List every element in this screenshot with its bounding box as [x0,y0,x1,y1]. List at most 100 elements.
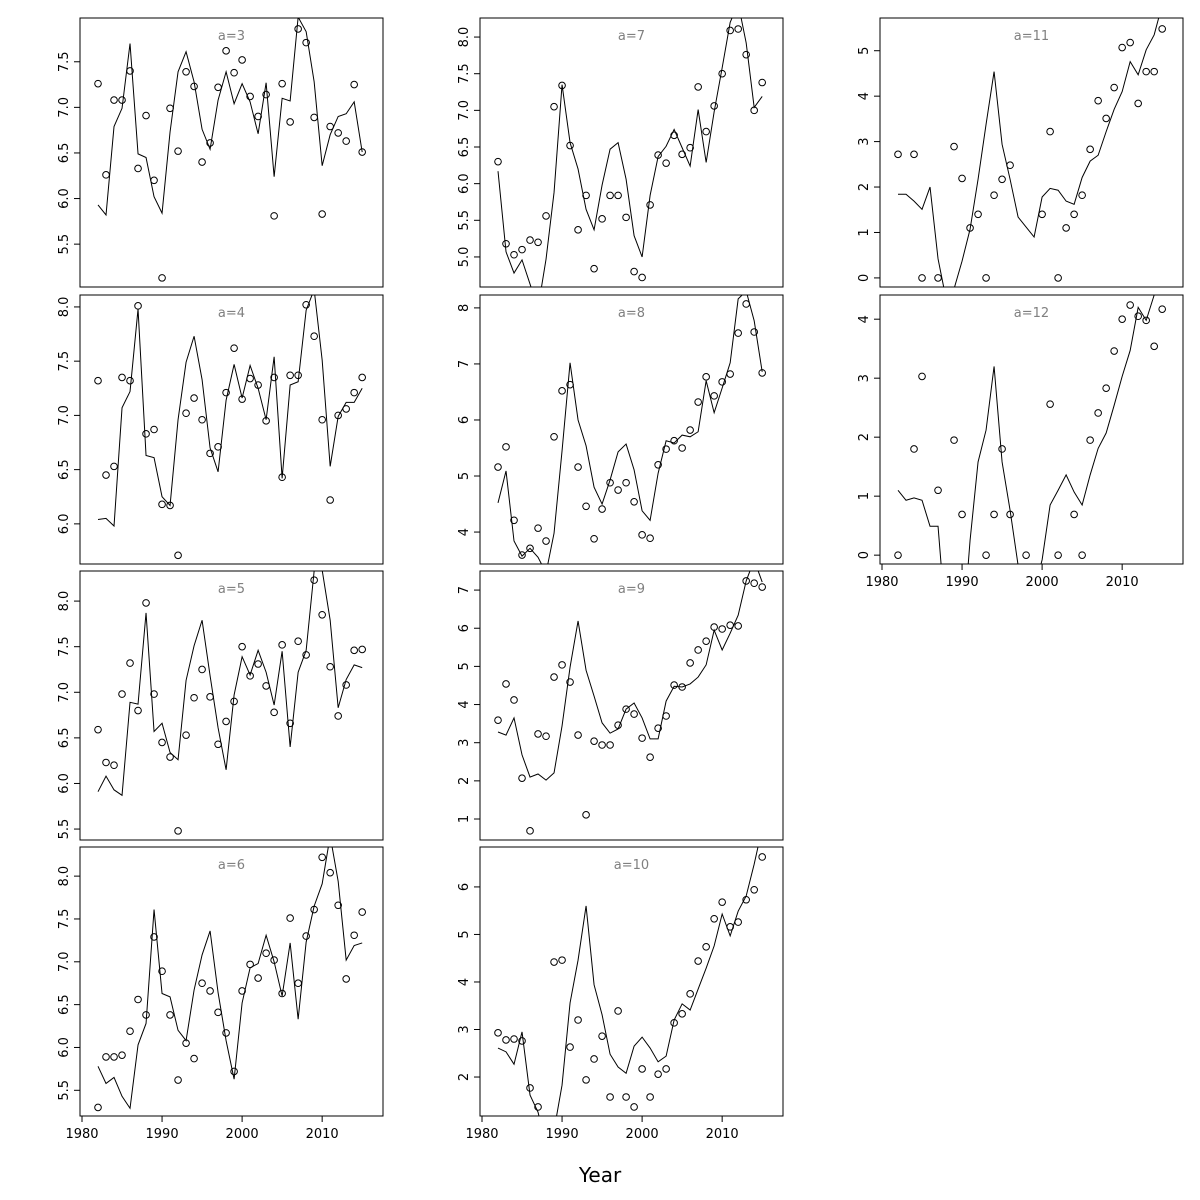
x-tick-label: 1980 [465,1127,498,1142]
data-point [558,956,566,964]
data-point [718,69,726,78]
data-point [286,719,294,728]
data-point [958,510,966,519]
data-point [166,753,174,761]
data-point [278,79,286,88]
y-tick-label: 8 [457,304,472,312]
data-point [158,500,166,509]
data-point [702,943,710,951]
data-point [614,486,622,494]
data-point [150,690,158,698]
data-point [638,273,646,282]
data-point [134,706,142,715]
data-point [1142,316,1150,325]
data-point [934,274,942,282]
data-point [630,1103,638,1111]
data-point [742,300,750,308]
data-point [286,371,294,380]
y-tick-label: 3 [457,739,472,747]
y-tick-label: 7.0 [457,100,472,121]
data-point [358,148,366,156]
data-point [1134,99,1142,108]
y-tick-label: 0 [857,551,872,559]
data-point [910,150,918,159]
data-point [550,102,558,111]
data-point [1054,551,1062,559]
data-point [294,637,302,646]
data-point [598,741,606,749]
data-point [662,1065,670,1073]
plot-area [894,295,1166,564]
x-tick-label: 1990 [146,1127,179,1142]
data-point [1102,114,1110,123]
data-point [598,1032,606,1040]
y-tick-label: 4 [857,315,872,323]
data-point [302,932,310,940]
data-point [318,415,326,424]
data-point [190,394,198,402]
y-tick-label: 2 [457,1073,472,1081]
data-point [174,147,182,155]
data-point [750,328,758,336]
y-tick-label: 6.0 [57,773,72,794]
data-point [198,415,206,424]
data-line [897,295,1155,564]
data-point [518,774,526,782]
data-point [598,215,606,223]
data-point [110,761,118,770]
data-point [230,68,238,77]
data-point [302,300,310,309]
y-tick-label: 6.5 [457,137,472,158]
data-point [526,236,534,244]
data-point [166,1011,174,1019]
data-point [630,710,638,718]
data-point [318,210,326,218]
y-tick-label: 4 [457,528,472,536]
y-tick-label: 8.0 [57,591,72,612]
data-point [710,392,718,400]
data-point [1094,409,1102,417]
data-point [510,1035,518,1043]
y-tick-label: 5.5 [57,234,72,255]
data-point [334,129,342,137]
data-point [102,471,110,479]
y-tick-label: 4 [457,700,472,708]
y-tick-label: 5 [457,662,472,670]
data-point [894,551,902,559]
data-point [534,524,542,532]
data-point [238,56,246,64]
data-point [198,665,206,674]
data-point [550,673,558,681]
x-tick-label: 2010 [1106,575,1139,590]
data-point [310,332,318,341]
x-tick-label: 2000 [226,1127,259,1142]
data-point [254,660,262,668]
data-point [142,599,150,607]
data-point [622,478,630,487]
data-point [494,157,502,166]
panel: a=7 5.0 5.5 6.0 6.5 7.0 7.5 8.0 [457,17,784,288]
data-point [526,827,534,835]
data-point [574,226,582,234]
y-tick-label: 6.0 [457,173,472,194]
data-point [238,987,246,995]
y-tick-label: 2 [857,183,872,191]
data-point [734,622,742,630]
y-tick-label: 5 [457,472,472,480]
data-point [558,387,566,395]
data-point [534,730,542,738]
data-point [1118,315,1126,323]
y-tick-label: 6.5 [57,994,72,1015]
data-line [497,847,759,1116]
data-point [102,1053,110,1061]
panel-title: a=6 [218,858,245,873]
data-point [646,1093,654,1101]
x-tick-label: 2000 [626,1127,659,1142]
data-point [214,443,222,451]
data-point [742,50,750,59]
plot-frame [79,294,384,565]
data-point [1094,96,1102,105]
data-point [1078,191,1086,200]
data-point [974,210,982,219]
x-tick-label: 1990 [946,575,979,590]
